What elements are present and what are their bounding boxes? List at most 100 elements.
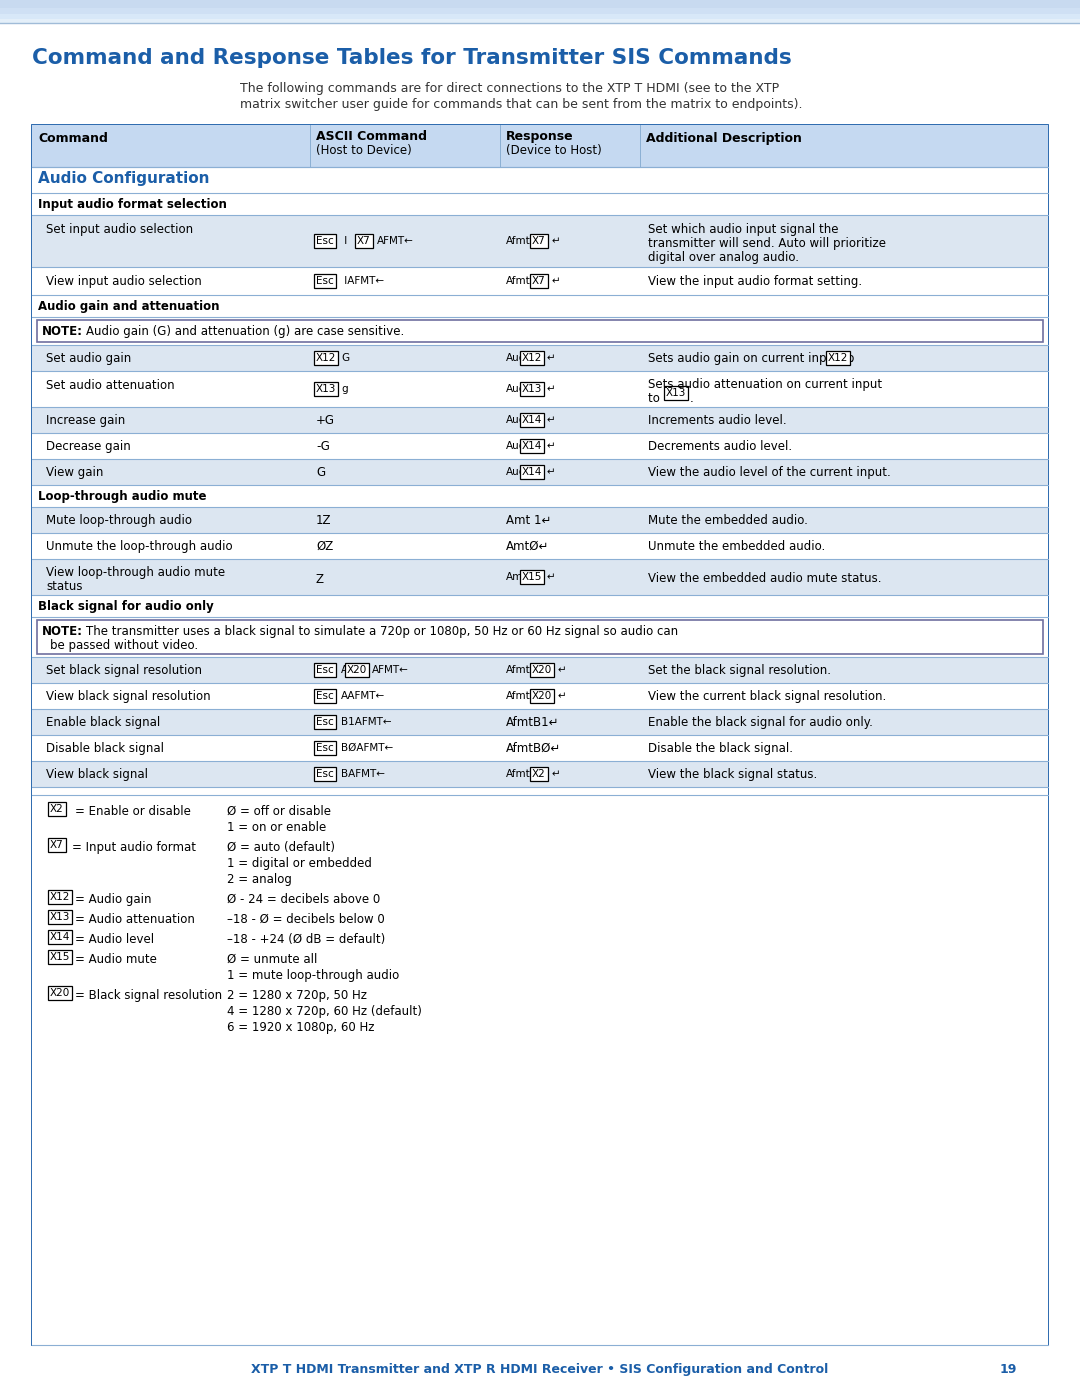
Text: .: . [690, 393, 693, 405]
Bar [32, 168, 1048, 193]
Text: Sets audio gain on current input to: Sets audio gain on current input to [648, 352, 859, 365]
Text: AfmtB: AfmtB [507, 768, 538, 780]
Text: 6 = 1920 x 1080p, 60 Hz: 6 = 1920 x 1080p, 60 Hz [227, 1021, 375, 1034]
Bar [0, 8, 1080, 14]
Text: Aud: Aud [507, 384, 526, 394]
Text: Command and Response Tables for Transmitter SIS Commands: Command and Response Tables for Transmit… [32, 47, 792, 68]
Text: View the embedded audio mute status.: View the embedded audio mute status. [648, 571, 881, 585]
Text: Esc: Esc [316, 768, 334, 780]
Bar [32, 710, 1048, 735]
Text: AfmtI: AfmtI [507, 236, 534, 246]
Text: Mute the embedded audio.: Mute the embedded audio. [648, 514, 808, 527]
Text: Set which audio input signal the: Set which audio input signal the [648, 224, 838, 236]
Text: X20: X20 [347, 665, 367, 675]
Text: X14: X14 [522, 415, 542, 425]
Text: X14: X14 [522, 441, 542, 451]
Text: = Audio mute: = Audio mute [75, 953, 157, 965]
Bar [32, 433, 1048, 460]
Text: Set input audio selection: Set input audio selection [46, 224, 193, 236]
Text: X14: X14 [50, 932, 70, 942]
Text: X14: X14 [522, 467, 542, 476]
Text: X2: X2 [532, 768, 545, 780]
Text: AfmtI: AfmtI [507, 277, 534, 286]
Text: View the black signal status.: View the black signal status. [648, 768, 818, 781]
Text: X7: X7 [532, 277, 545, 286]
Text: 4 = 1280 x 720p, 60 Hz (default): 4 = 1280 x 720p, 60 Hz (default) [227, 1004, 422, 1018]
Text: Esc: Esc [316, 692, 334, 701]
Text: X20: X20 [532, 665, 552, 675]
Text: The transmitter uses a black signal to simulate a 720p or 1080p, 50 Hz or 60 Hz : The transmitter uses a black signal to s… [86, 624, 678, 638]
Bar [37, 620, 1043, 654]
Text: ↵: ↵ [546, 467, 556, 476]
Text: Ø = unmute all: Ø = unmute all [227, 953, 318, 965]
Text: Esc: Esc [316, 743, 334, 753]
Bar [0, 14, 1080, 20]
Text: ↵: ↵ [546, 353, 556, 363]
Bar [32, 761, 1048, 787]
Text: ØZ: ØZ [316, 541, 334, 553]
Text: View the current black signal resolution.: View the current black signal resolution… [648, 690, 887, 703]
Bar [32, 267, 1048, 295]
Text: ↵: ↵ [546, 571, 556, 583]
Text: Z: Z [316, 573, 324, 585]
Text: Esc: Esc [316, 277, 334, 286]
Text: Set audio gain: Set audio gain [46, 352, 132, 365]
Text: ↵: ↵ [557, 692, 566, 701]
Text: Aud: Aud [507, 467, 526, 476]
Text: Audio gain (G) and attenuation (g) are case sensitive.: Audio gain (G) and attenuation (g) are c… [86, 326, 404, 338]
Bar [32, 372, 1048, 407]
Text: Set audio attenuation: Set audio attenuation [46, 379, 175, 393]
Text: Set black signal resolution: Set black signal resolution [46, 664, 202, 678]
Text: NOTE:: NOTE: [42, 624, 83, 638]
Bar [32, 617, 1048, 657]
Bar [32, 215, 1048, 267]
Text: transmitter will send. Auto will prioritize: transmitter will send. Auto will priorit… [648, 237, 886, 250]
Text: Aud: Aud [507, 441, 526, 451]
Bar [32, 124, 1048, 1345]
Bar [0, 20, 1080, 22]
Text: be passed without video.: be passed without video. [50, 638, 198, 652]
Text: 19: 19 [1000, 1363, 1017, 1376]
Text: X12: X12 [316, 353, 336, 363]
Text: Set the black signal resolution.: Set the black signal resolution. [648, 664, 831, 678]
Text: X13: X13 [316, 384, 336, 394]
Text: (Device to Host): (Device to Host) [507, 144, 602, 156]
Text: G: G [341, 353, 350, 363]
Text: AFMT←: AFMT← [372, 665, 409, 675]
Text: AfmtB1↵: AfmtB1↵ [507, 717, 559, 729]
Text: Unmute the loop-through audio: Unmute the loop-through audio [46, 541, 232, 553]
Text: Amt 1↵: Amt 1↵ [507, 514, 552, 527]
Text: –18 - +24 (Ø dB = default): –18 - +24 (Ø dB = default) [227, 933, 386, 946]
Text: = Audio gain: = Audio gain [75, 893, 151, 907]
Text: to: to [648, 393, 663, 405]
Text: X13: X13 [666, 388, 687, 398]
Text: Esc: Esc [316, 717, 334, 726]
Text: Disable the black signal.: Disable the black signal. [648, 742, 793, 754]
Text: X15: X15 [522, 571, 542, 583]
Text: Audio Configuration: Audio Configuration [38, 170, 210, 186]
Text: ↵: ↵ [546, 384, 556, 394]
Text: Input audio format selection: Input audio format selection [38, 198, 227, 211]
Bar [32, 595, 1048, 617]
Text: Decrements audio level.: Decrements audio level. [648, 440, 792, 453]
Text: ASCII Command: ASCII Command [316, 130, 427, 142]
Bar [32, 559, 1048, 595]
Bar [32, 683, 1048, 710]
Text: NOTE:: NOTE: [42, 326, 83, 338]
Bar [32, 460, 1048, 485]
Bar [37, 320, 1043, 342]
Bar [32, 295, 1048, 317]
Text: Enable black signal: Enable black signal [46, 717, 160, 729]
Text: AfmtA: AfmtA [507, 665, 538, 675]
Text: X15: X15 [50, 951, 70, 963]
Bar [32, 407, 1048, 433]
Text: X20: X20 [50, 988, 70, 997]
Text: View the input audio format setting.: View the input audio format setting. [648, 275, 862, 288]
Text: Sets audio attenuation on current input: Sets audio attenuation on current input [648, 379, 882, 391]
Text: ↵: ↵ [552, 768, 561, 780]
Text: matrix switcher user guide for commands that can be sent from the matrix to endp: matrix switcher user guide for commands … [240, 98, 802, 110]
Text: Enable the black signal for audio only.: Enable the black signal for audio only. [648, 717, 873, 729]
Text: = Audio level: = Audio level [75, 933, 154, 946]
Text: AfmtA: AfmtA [507, 692, 538, 701]
Text: View gain: View gain [46, 467, 104, 479]
